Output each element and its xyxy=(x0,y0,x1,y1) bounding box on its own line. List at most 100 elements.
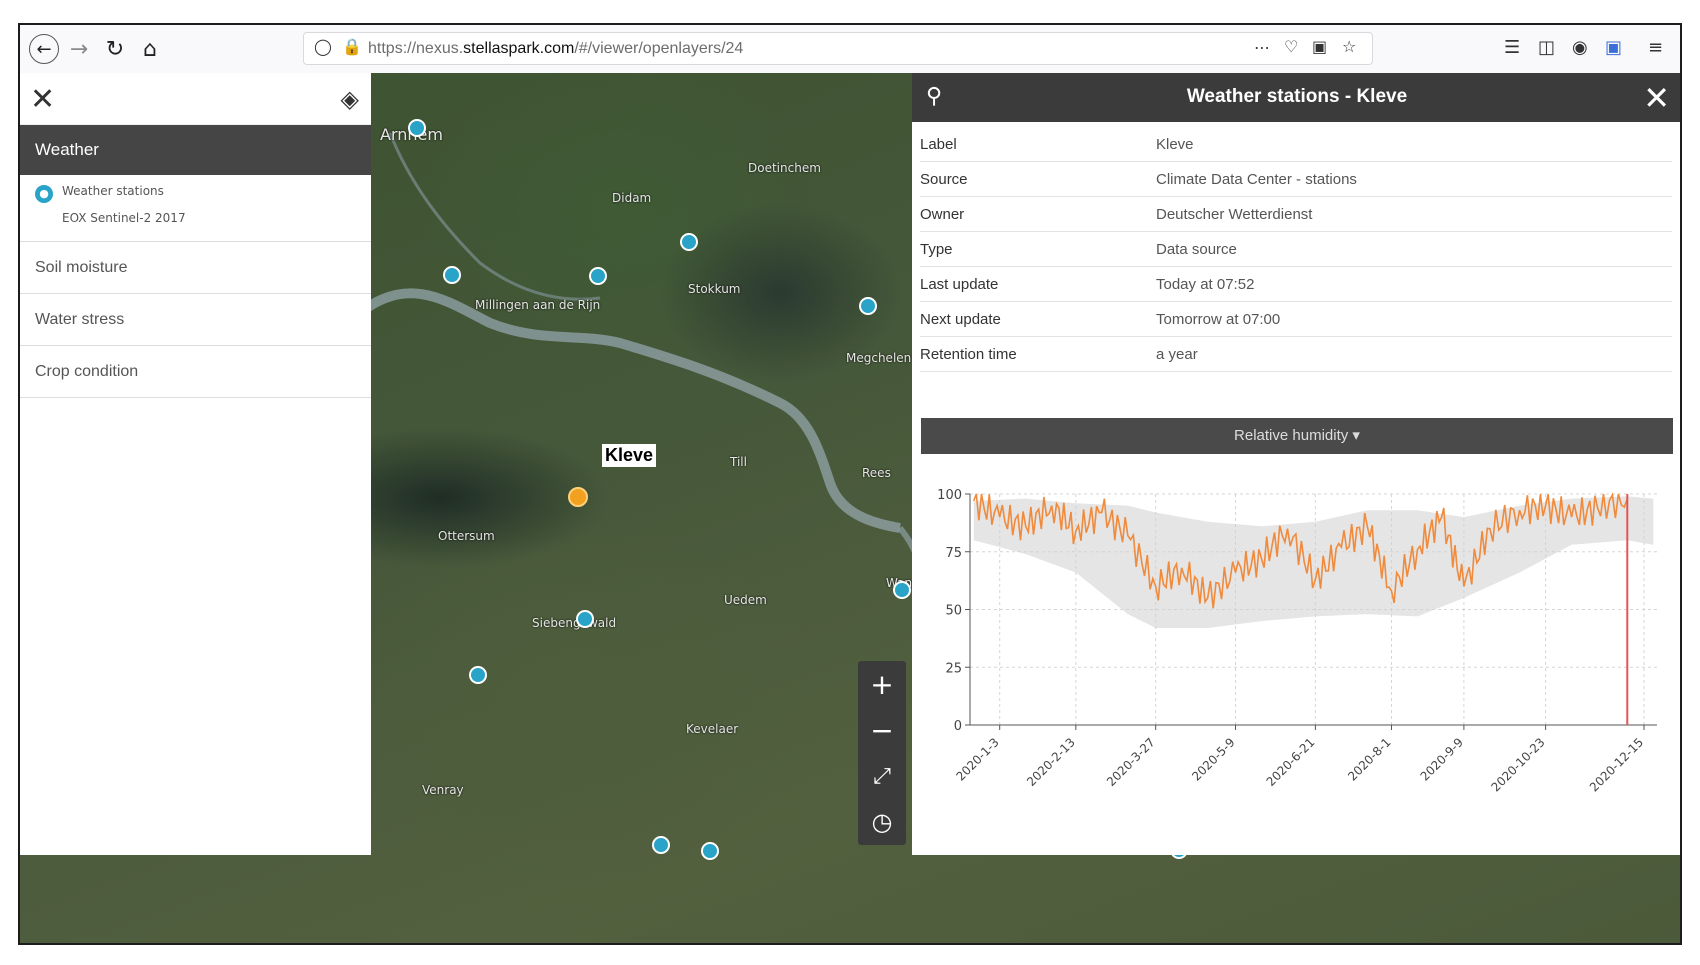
table-row: Retention time a year xyxy=(920,336,1672,372)
y-tick-label: 75 xyxy=(945,546,962,561)
layers-icon[interactable]: ◈ xyxy=(340,85,359,113)
lock-icon[interactable]: 🔒 xyxy=(342,37,362,56)
map-place-label: Siebengewald xyxy=(532,616,617,630)
map-place-label: Doetinchem xyxy=(748,161,821,175)
info-key: Retention time xyxy=(920,336,1156,372)
map-place-label: Rees xyxy=(862,466,891,480)
layer-item-basemap[interactable]: EOX Sentinel-2 2017 xyxy=(62,211,186,225)
weather-station-marker[interactable] xyxy=(443,266,461,284)
bookmark-star-icon[interactable]: ☆ xyxy=(1342,37,1357,56)
x-tick-label: 2020-3-27 xyxy=(1104,735,1158,789)
feature-info-header: ⚲ Weather stations - Kleve ✕ xyxy=(912,73,1680,122)
map-place-label: Megchelen xyxy=(846,351,912,365)
translate-icon[interactable]: ▣ xyxy=(1312,37,1328,56)
x-tick-label: 2020-6-21 xyxy=(1264,735,1318,789)
info-value: a year xyxy=(1156,336,1672,372)
panel-title: Weather stations - Kleve xyxy=(1186,86,1408,107)
info-table: Label Kleve Source Climate Data Center - s… xyxy=(920,127,1672,372)
table-row: Label Kleve xyxy=(920,127,1672,162)
selected-station-marker[interactable] xyxy=(568,487,588,507)
info-value: Today at 07:52 xyxy=(1156,266,1672,302)
info-key: Next update xyxy=(920,301,1156,337)
zoom-out-button[interactable]: − xyxy=(870,713,894,747)
table-row: Last update Today at 07:52 xyxy=(920,266,1672,302)
home-icon[interactable]: ⌂ xyxy=(143,36,157,62)
menu-icon[interactable]: ≡ xyxy=(1648,37,1664,58)
info-value: Kleve xyxy=(1156,127,1672,162)
y-tick-label: 100 xyxy=(937,488,962,503)
translator-extension-icon[interactable]: ▣ xyxy=(1605,37,1623,58)
y-tick-label: 0 xyxy=(954,719,962,734)
y-tick-label: 25 xyxy=(945,661,962,676)
url-text[interactable]: https://nexus.stellaspark.com/#/viewer/o… xyxy=(368,40,743,58)
weather-station-marker[interactable] xyxy=(701,842,719,860)
url-prefix: https://nexus. xyxy=(368,40,464,57)
x-tick-label: 2020-8-1 xyxy=(1345,735,1393,783)
layer-item-weather-stations[interactable]: Weather stations xyxy=(62,184,164,198)
close-icon[interactable]: ✕ xyxy=(30,82,56,117)
map-place-label: Millingen aan de Rijn xyxy=(475,298,601,312)
humidity-chart: 0 25 50 75 100 2020-1-3 2020-2-13 2020-3-27 2020… xyxy=(937,488,1657,794)
table-row: Type Data source xyxy=(920,231,1672,267)
weather-station-marker[interactable] xyxy=(576,610,594,628)
variable-dropdown[interactable]: Relative humidity ▾ xyxy=(921,418,1673,454)
forward-arrow-icon[interactable]: → xyxy=(69,36,89,62)
layer-group-water-stress[interactable]: Water stress xyxy=(20,294,371,346)
zoom-in-button[interactable]: + xyxy=(870,667,894,701)
info-key: Type xyxy=(920,231,1156,267)
location-pin-icon: ⚲ xyxy=(926,84,943,109)
table-row: Owner Deutscher Wetterdienst xyxy=(920,196,1672,232)
info-key: Label xyxy=(920,127,1156,162)
weather-station-marker[interactable] xyxy=(859,297,877,315)
address-bar[interactable]: ◯ 🔒 https://nexus.stellaspark.com/#/view… xyxy=(303,32,1373,65)
info-key: Source xyxy=(920,161,1156,197)
back-arrow-icon[interactable]: ← xyxy=(29,34,59,64)
range-band xyxy=(973,496,1654,628)
thermometer-icon: ● xyxy=(35,185,53,203)
pocket-icon[interactable]: ♡ xyxy=(1284,37,1299,56)
map-place-label: Uedem xyxy=(724,593,767,607)
humidity-series-line xyxy=(972,492,1629,609)
layer-group-soil-moisture[interactable]: Soil moisture xyxy=(20,242,371,294)
weather-station-marker[interactable] xyxy=(893,581,911,599)
y-tick-label: 50 xyxy=(945,604,962,619)
browser-window: ← → ↻ ⌂ ◯ 🔒 https://nexus.stellaspark.co… xyxy=(18,23,1682,945)
x-tick-label: 2020-2-13 xyxy=(1024,735,1078,789)
weather-station-marker[interactable] xyxy=(408,119,426,137)
weather-station-marker[interactable] xyxy=(469,666,487,684)
selected-station-label: Kleve xyxy=(602,444,657,467)
library-icon[interactable]: ☰ xyxy=(1504,37,1521,58)
map-place-label: Till xyxy=(730,455,747,469)
reload-icon[interactable]: ↻ xyxy=(105,36,125,62)
url-path: /#/viewer/openlayers/24 xyxy=(574,40,744,57)
table-row: Next update Tomorrow at 07:00 xyxy=(920,301,1672,337)
account-icon[interactable]: ◉ xyxy=(1572,37,1588,58)
shield-icon[interactable]: ◯ xyxy=(314,37,332,56)
info-key: Owner xyxy=(920,196,1156,232)
layer-group-weather[interactable]: Weather xyxy=(20,125,371,175)
info-value: Climate Data Center - stations xyxy=(1156,161,1672,197)
map-place-label: Venray xyxy=(422,783,464,797)
sidebar-icon[interactable]: ◫ xyxy=(1538,37,1556,58)
weather-station-marker[interactable] xyxy=(589,267,607,285)
fullscreen-icon[interactable]: ⤢ xyxy=(873,763,891,789)
map-place-label: Ottersum xyxy=(438,529,495,543)
map-place-label: Kevelaer xyxy=(686,722,739,736)
weather-station-marker[interactable] xyxy=(652,836,670,854)
info-value: Deutscher Wetterdienst xyxy=(1156,196,1672,232)
browser-toolbar: ← → ↻ ⌂ ◯ 🔒 https://nexus.stellaspark.co… xyxy=(20,25,1680,74)
more-actions-icon[interactable]: ⋯ xyxy=(1254,38,1270,57)
weather-station-marker[interactable] xyxy=(680,233,698,251)
x-tick-label: 2020-1-3 xyxy=(953,735,1001,783)
table-row: Source Climate Data Center - stations xyxy=(920,161,1672,197)
info-key: Last update xyxy=(920,266,1156,302)
layer-group-crop-condition[interactable]: Crop condition xyxy=(20,346,371,398)
x-tick-label: 2020-9-9 xyxy=(1418,735,1466,783)
clock-icon[interactable]: ◷ xyxy=(871,808,893,836)
layer-sublist: ● Weather stations EOX Sentinel-2 2017 xyxy=(20,175,371,242)
x-tick-label: 2020-10-23 xyxy=(1488,735,1547,794)
layers-panel: ✕ ◈ Weather ● Weather stations EOX Senti… xyxy=(20,73,371,855)
close-icon[interactable]: ✕ xyxy=(1643,79,1670,117)
x-tick-label: 2020-12-15 xyxy=(1587,735,1646,794)
map-place-label: Stokkum xyxy=(688,282,741,296)
